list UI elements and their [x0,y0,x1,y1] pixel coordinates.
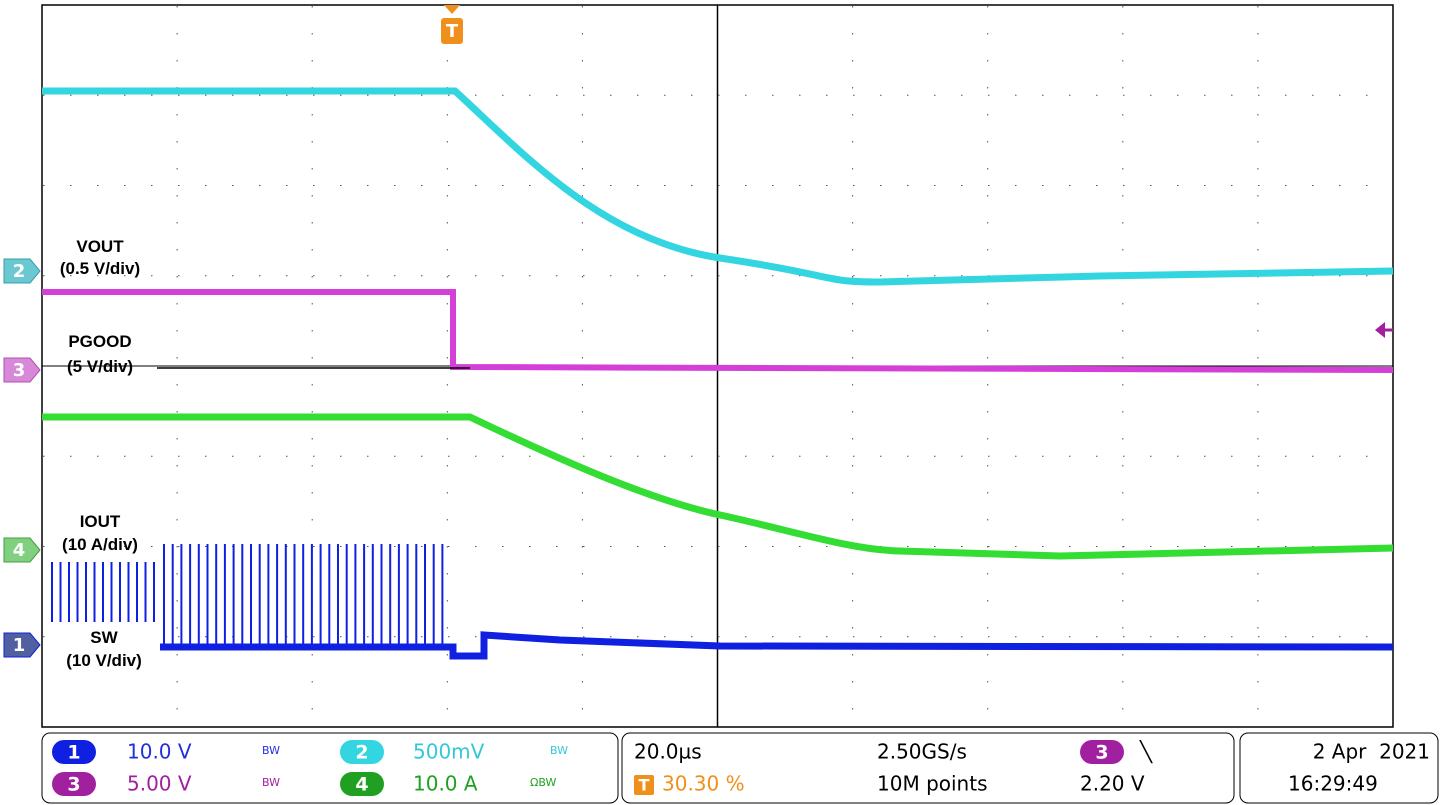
ch2-waveform [42,87,1394,286]
trigger-icon-bg [634,775,654,795]
label-bg [52,622,156,672]
time: 16:29:49 [1288,772,1378,796]
ch4-waveform [42,413,1394,560]
label-name: SW [90,628,118,647]
ch-bw: BW [550,744,568,757]
trigger-marker-label: T [446,21,459,42]
timebase: 20.0µs [634,740,702,764]
ch-scale: 5.00 V [127,772,192,796]
label-name: VOUT [76,237,124,256]
trigger-position: 30.30 % [662,772,745,796]
trigger-level: 2.20 V [1080,772,1145,796]
trigger-icon: T [639,776,650,795]
ch-pill [52,772,96,796]
ch-pill [1080,740,1124,764]
sample-rate: 2.50GS/s [877,740,967,764]
ch1-baseline [160,631,1394,660]
ch-marker-label: 4 [13,540,26,561]
ch-number: 2 [355,742,368,764]
record-length: 10M points [877,772,988,796]
trigger-arrow [444,5,460,14]
label-name: PGOOD [68,332,131,351]
ch-scale: 10.0 V [127,740,192,764]
ch-marker [3,357,41,383]
label-scale: (5 V/div) [67,357,133,376]
status-box [1239,732,1439,804]
ch-scale: 500mV [413,740,485,764]
ch-marker [3,258,41,284]
label-scale: (10 V/div) [66,651,142,670]
ch-marker [3,632,41,658]
ch-pill [340,740,384,764]
ch-pill [52,740,96,764]
ch-number: 4 [355,774,368,796]
ch-marker-label: 1 [13,635,26,656]
ch-marker [3,537,41,563]
ch-bw: ΩBW [530,776,557,789]
ch-marker-label: 2 [13,261,26,282]
ch-marker-label: 3 [13,360,26,381]
trigger-marker [441,18,463,44]
status-box [41,732,619,804]
ch3-waveform [42,289,1394,373]
ch1-waveform [51,544,444,647]
ch-number: 3 [67,774,80,796]
level-marker [1375,322,1385,338]
label-scale: (10 A/div) [62,535,138,554]
ch-scale: 10.0 A [413,772,478,796]
trigger-source: 3 [1095,742,1108,764]
label-name: IOUT [80,512,121,531]
date: 2 Apr 2021 [1313,740,1430,764]
ch-pill [340,772,384,796]
ch-number: 1 [67,742,80,764]
trigger-slope: ╲ [1139,740,1153,764]
ch-bw: BW [262,744,280,757]
label-scale: (0.5 V/div) [60,259,140,278]
ch-bw: BW [262,776,280,789]
